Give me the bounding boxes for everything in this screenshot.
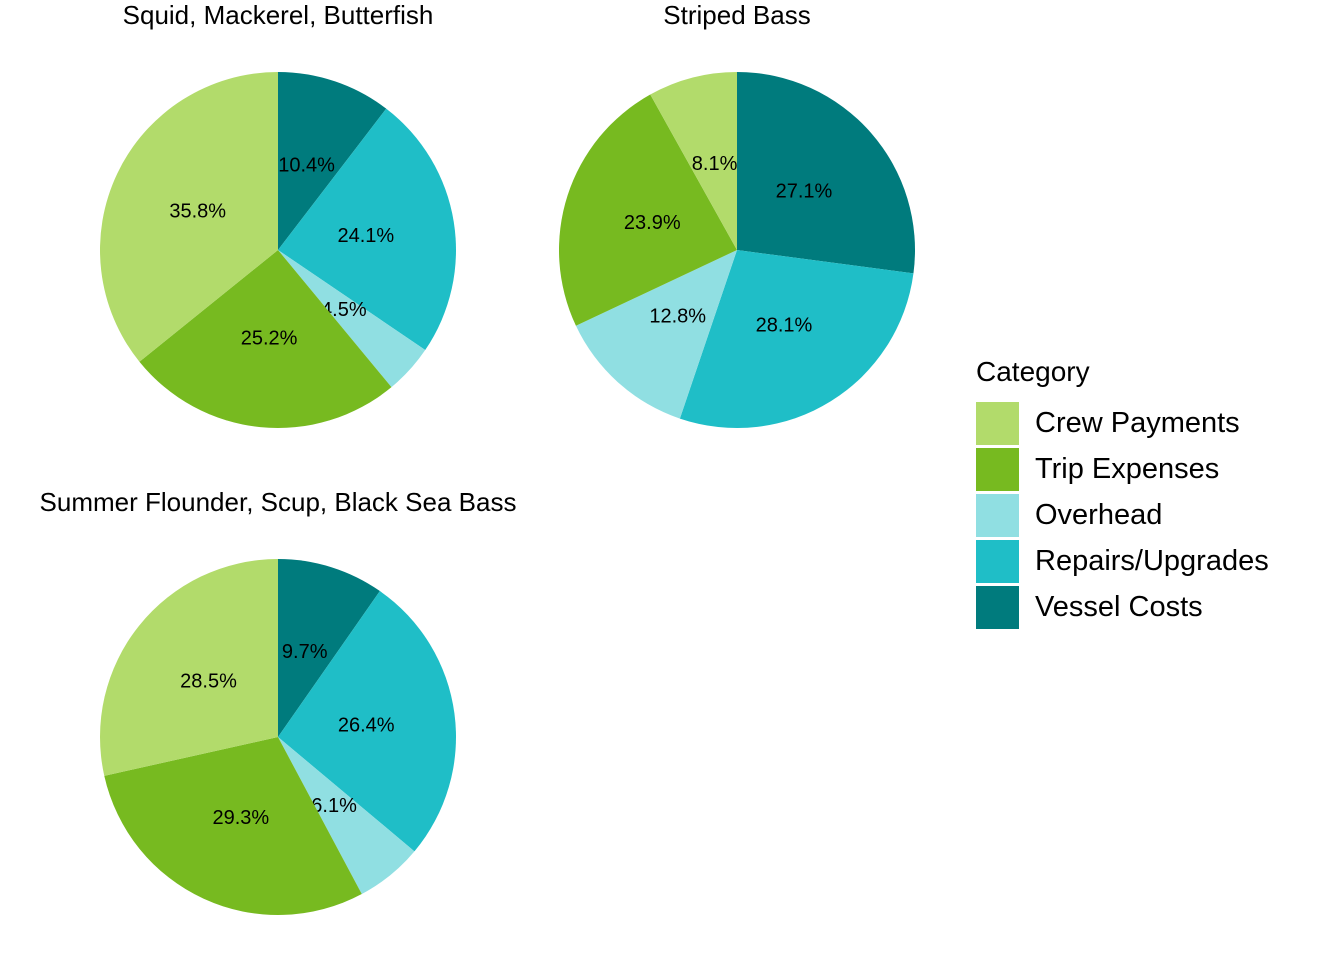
facet-title-squid-mackerel-butterfish: Squid, Mackerel, Butterfish [122,0,434,30]
slice-label: 27.1% [776,180,833,202]
pie-chart-summer-flounder-scup-black-sea-bass: 9.7% 26.4% 6.1% 29.3% 28.5% [100,559,456,916]
legend: Category Crew Payments Trip Expenses Ove… [976,356,1269,630]
pie-slice-overhead [278,250,426,388]
slice-label: 24.1% [338,225,395,247]
legend-item-overhead: Overhead [976,492,1269,538]
legend-swatch-overhead [976,493,1019,537]
slice-label: 6.1% [311,795,357,817]
legend-label: Trip Expenses [1035,452,1220,485]
legend-label: Vessel Costs [1035,590,1203,623]
slice-label: 4.5% [321,299,367,321]
pie-slice-trip-expenses [104,737,362,916]
slice-label: 23.9% [624,212,681,234]
slice-label: 10.4% [278,155,335,177]
pie-slice-vessel-costs [737,72,915,274]
legend-title: Category [976,356,1090,387]
pie-slice-vessel-costs [278,72,387,250]
pie-slice-crew-payments [100,559,278,776]
facet-title-summer-flounder-scup-black-sea-bass: Summer Flounder, Scup, Black Sea Bass [39,487,517,517]
pie-slice-overhead [278,737,415,895]
facet-title-striped-bass: Striped Bass [663,0,811,30]
pie-slice-repairs-upgrades [278,591,456,852]
pie-slice-vessel-costs [278,559,380,737]
legend-label: Overhead [1035,498,1163,531]
pie-slice-repairs-upgrades [679,250,914,428]
legend-label: Crew Payments [1035,406,1240,439]
legend-label: Repairs/Upgrades [1035,544,1269,577]
legend-item-vessel-costs: Vessel Costs [976,584,1269,630]
legend-swatch-repairs-upgrades [976,539,1019,583]
slice-label: 28.1% [756,315,813,337]
legend-swatch-trip-expenses [976,447,1019,491]
pie-chart-striped-bass: 27.1% 28.1% 12.8% 23.9% 8.1% [559,72,915,428]
slice-label: 26.4% [338,714,395,736]
legend-item-repairs-upgrades: Repairs/Upgrades [976,538,1269,584]
pie-slice-trip-expenses [559,94,737,326]
slice-label: 12.8% [649,305,706,327]
slice-label: 8.1% [692,153,738,175]
slice-label: 35.8% [169,201,226,223]
pie-slice-repairs-upgrades [278,108,456,351]
pie-slice-overhead [575,250,737,419]
legend-item-trip-expenses: Trip Expenses [976,446,1269,492]
slice-label: 25.2% [241,328,298,350]
pie-slice-crew-payments [650,72,737,250]
pie-slice-trip-expenses [139,250,392,428]
legend-swatch-vessel-costs [976,585,1019,629]
legend-item-crew-payments: Crew Payments [976,400,1269,446]
pie-chart-squid-mackerel-butterfish: 10.4% 24.1% 4.5% 25.2% 35.8% [100,72,456,428]
slice-label: 9.7% [282,641,328,663]
legend-swatch-crew-payments [976,401,1019,445]
pie-slice-crew-payments [100,72,278,362]
slice-label: 28.5% [180,670,237,692]
slice-label: 29.3% [213,807,270,829]
